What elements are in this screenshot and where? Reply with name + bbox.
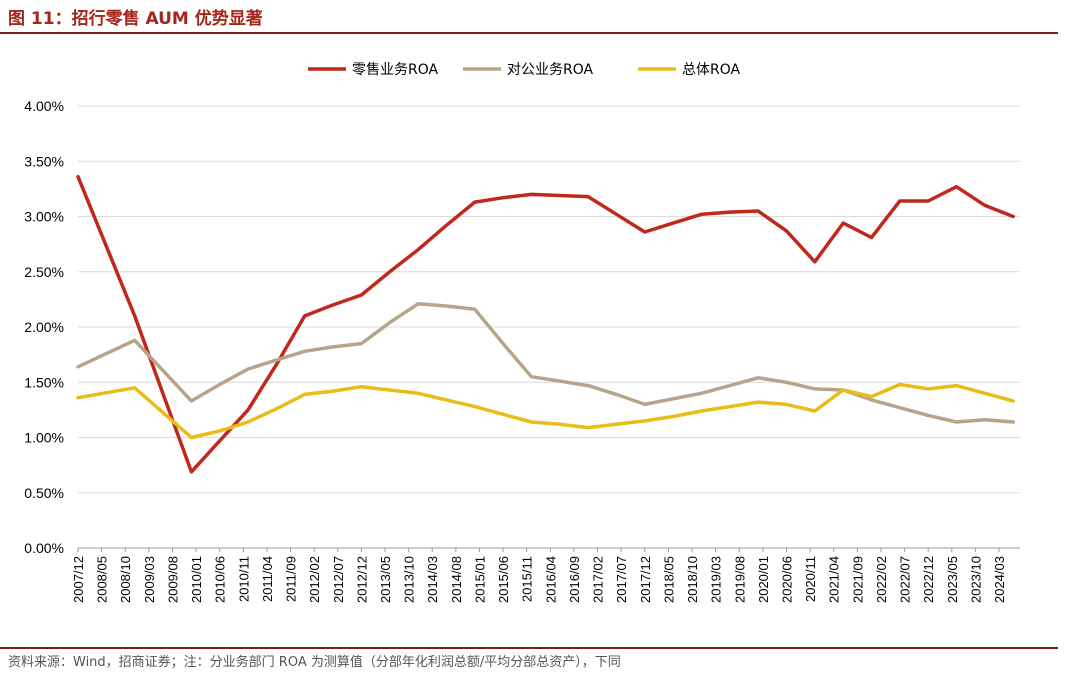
source-note: 资料来源：Wind，招商证券；注：分业务部门 ROA 为测算值（分部年化利润总额… — [8, 655, 621, 670]
roa-line-chart: 零售业务ROA 对公业务ROA 总体ROA 0.00% 0.50% 1.00% 1.50%… — [24, 62, 1020, 603]
x-tick-label: 2010/11 — [236, 556, 251, 602]
legend-label: 零售业务ROA — [352, 62, 439, 78]
series-line — [76, 174, 1015, 474]
x-tick-label: 2010/06 — [213, 556, 228, 603]
x-tick-label: 2017/07 — [614, 556, 629, 603]
y-tick-label: 1.50% — [24, 374, 64, 390]
x-tick-label: 2015/01 — [472, 556, 487, 603]
y-axis-ticks: 0.00% 0.50% 1.00% 1.50% 2.00% 2.50% 3.00% 3.50%… — [24, 98, 64, 556]
x-tick-label: 2015/06 — [496, 556, 511, 603]
figure-title: 图 11：招行零售 AUM 优势显著 — [8, 9, 263, 29]
x-tick-label: 2021/09 — [850, 556, 865, 603]
x-tick-label: 2008/10 — [118, 556, 133, 603]
legend-label: 对公业务ROA — [507, 62, 594, 78]
x-tick-label: 2015/11 — [520, 556, 535, 602]
y-tick-label: 0.00% — [24, 540, 64, 556]
x-tick-label: 2011/04 — [260, 556, 275, 602]
x-tick-label: 2022/02 — [874, 556, 889, 603]
y-tick-label: 2.00% — [24, 319, 64, 335]
series-line — [76, 382, 1015, 440]
x-tick-label: 2017/02 — [591, 556, 606, 603]
x-tick-label: 2020/01 — [756, 556, 771, 603]
y-tick-label: 3.50% — [24, 153, 64, 169]
bottom-divider — [0, 647, 1058, 649]
x-tick-label: 2011/09 — [284, 556, 299, 602]
legend: 零售业务ROA 对公业务ROA 总体ROA — [308, 62, 741, 78]
y-tick-label: 0.50% — [24, 485, 64, 501]
x-tick-label: 2008/05 — [95, 556, 110, 603]
y-tick-label: 2.50% — [24, 264, 64, 280]
x-tick-label: 2018/10 — [685, 556, 700, 603]
legend-label: 总体ROA — [682, 62, 741, 78]
x-tick-label: 2019/08 — [732, 556, 747, 603]
y-tick-label: 3.00% — [24, 209, 64, 225]
x-tick-label: 2018/05 — [661, 556, 676, 603]
x-tick-label: 2014/03 — [425, 556, 440, 603]
y-tick-label: 1.00% — [24, 430, 64, 446]
x-tick-label: 2010/01 — [189, 556, 204, 603]
x-tick-label: 2023/05 — [945, 556, 960, 603]
x-tick-label: 2012/02 — [307, 556, 322, 603]
top-divider — [0, 32, 1058, 34]
x-tick-label: 2020/06 — [779, 556, 794, 603]
x-tick-label: 2019/03 — [709, 556, 724, 603]
series-lines — [76, 174, 1015, 474]
x-tick-label: 2017/12 — [638, 556, 653, 603]
x-tick-label: 2014/08 — [449, 556, 464, 603]
x-axis-ticks: 2007/12 2008/05 2008/10 2009/03 2009/08 2010/… — [71, 548, 1007, 603]
x-tick-label: 2012/07 — [331, 556, 346, 603]
x-tick-label: 2007/12 — [71, 556, 86, 603]
x-tick-label: 2021/04 — [827, 556, 842, 603]
x-tick-label: 2020/11 — [803, 556, 818, 602]
x-tick-label: 2012/12 — [354, 556, 369, 603]
x-tick-label: 2016/09 — [567, 556, 582, 603]
x-tick-label: 2023/10 — [968, 556, 983, 603]
x-tick-label: 2009/03 — [142, 556, 157, 603]
y-tick-label: 4.00% — [24, 98, 64, 114]
x-tick-label: 2024/03 — [992, 556, 1007, 603]
grid-lines — [78, 105, 1020, 549]
x-tick-label: 2022/07 — [898, 556, 913, 603]
x-tick-label: 2016/04 — [543, 556, 558, 603]
x-tick-label: 2022/12 — [921, 556, 936, 603]
x-tick-label: 2009/08 — [165, 556, 180, 603]
series-line — [76, 302, 1015, 424]
x-tick-label: 2013/10 — [402, 556, 417, 603]
x-tick-label: 2013/05 — [378, 556, 393, 603]
